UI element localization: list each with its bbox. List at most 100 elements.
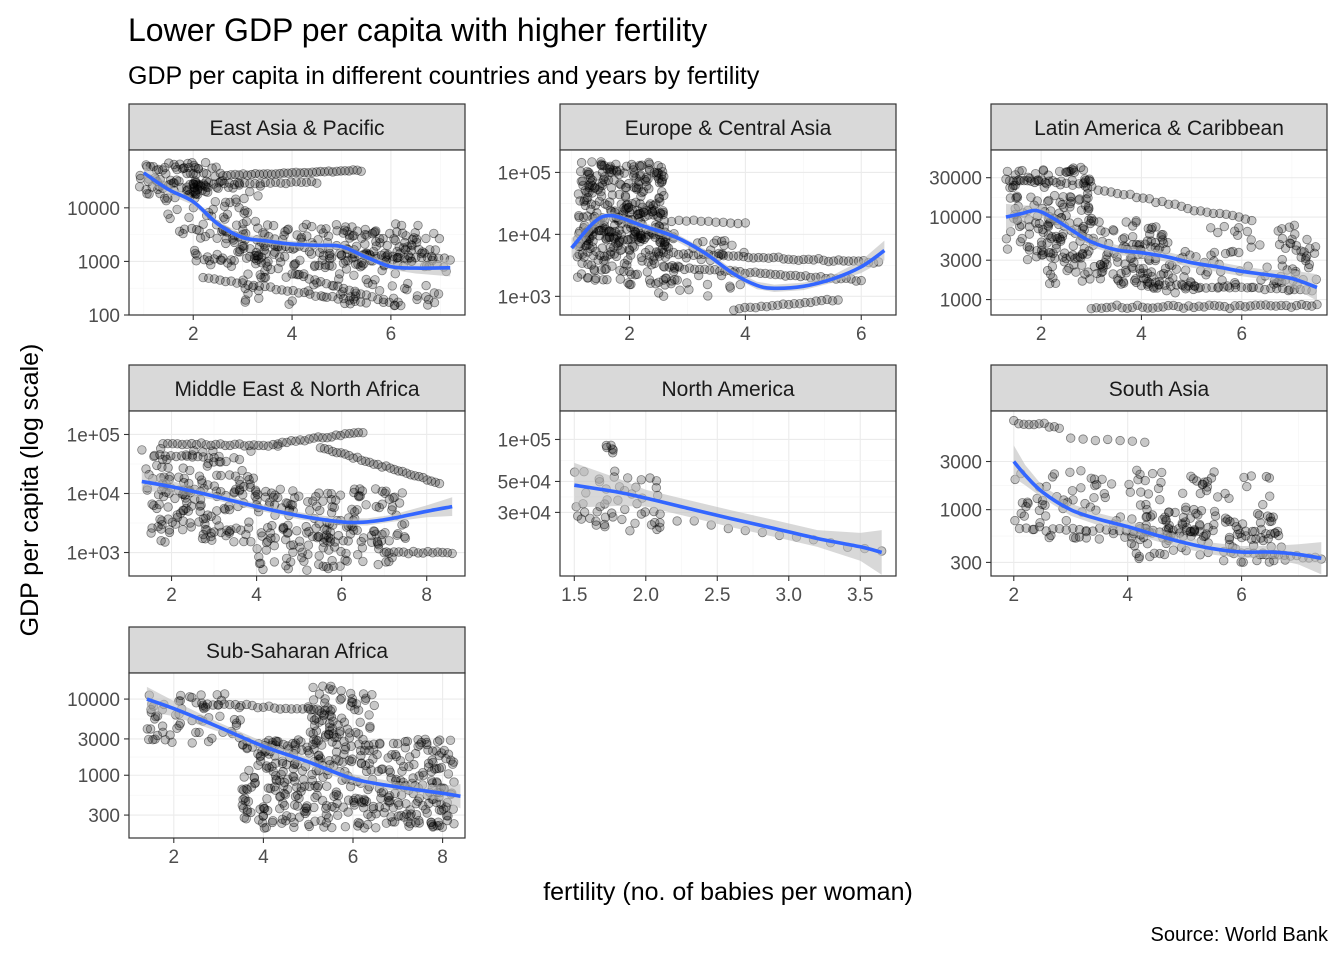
- scatter-point: [1189, 281, 1200, 291]
- scatter-point: [1129, 541, 1140, 551]
- scatter-point: [638, 207, 649, 217]
- scatter-point: [605, 161, 616, 172]
- scatter-point: [626, 234, 636, 244]
- scatter-point: [360, 239, 370, 249]
- scatter-point: [423, 300, 433, 310]
- scatter-point: [1038, 247, 1049, 257]
- scatter-point: [608, 165, 619, 175]
- scatter-point: [212, 233, 222, 244]
- scatter-point: [298, 222, 308, 233]
- scatter-point: [237, 465, 247, 476]
- scatter-point: [1083, 202, 1094, 212]
- scatter-point: [612, 230, 623, 240]
- scatter-point: [366, 765, 376, 775]
- scatter-point: [149, 450, 160, 461]
- scatter-point: [175, 718, 186, 729]
- scatter-point: [286, 436, 297, 446]
- scatter-point: [1207, 282, 1217, 293]
- scatter-point: [200, 519, 210, 529]
- scatter-point: [615, 274, 626, 284]
- scatter-point: [220, 276, 231, 287]
- scatter-point: [328, 716, 338, 726]
- scatter-point: [216, 527, 226, 538]
- scatter-point: [141, 184, 151, 195]
- scatter-point: [1183, 301, 1194, 311]
- scatter-point: [302, 742, 312, 753]
- scatter-point: [182, 439, 192, 450]
- scatter-point: [373, 538, 383, 548]
- scatter-point: [1049, 190, 1060, 201]
- scatter-point: [322, 525, 332, 535]
- scatter-point: [593, 255, 603, 265]
- scatter-point: [336, 448, 346, 458]
- scatter-point: [1251, 534, 1261, 544]
- scatter-point: [1229, 517, 1240, 527]
- scatter-point: [292, 230, 302, 240]
- scatter-point: [388, 493, 398, 503]
- scatter-point: [343, 255, 353, 266]
- scatter-point: [1235, 528, 1245, 539]
- scatter-point: [174, 226, 185, 237]
- scatter-point: [1229, 226, 1240, 236]
- scatter-point: [283, 564, 294, 574]
- scatter-point: [286, 177, 296, 187]
- scatter-point: [163, 209, 173, 219]
- scatter-point: [347, 694, 358, 704]
- scatter-point: [315, 443, 326, 453]
- scatter-point: [1185, 513, 1196, 523]
- scatter-point: [1192, 476, 1202, 486]
- scatter-point: [1309, 248, 1320, 259]
- scatter-point: [291, 436, 301, 446]
- scatter-point: [406, 809, 416, 819]
- scatter-point: [1179, 272, 1189, 282]
- scatter-point: [711, 217, 721, 227]
- scatter-point: [210, 196, 221, 207]
- scatter-point: [606, 227, 617, 237]
- scatter-point: [1180, 246, 1190, 257]
- scatter-point: [312, 533, 322, 543]
- scatter-point: [318, 228, 328, 238]
- scatter-point: [388, 803, 398, 813]
- scatter-point: [1024, 419, 1034, 430]
- scatter-point: [261, 258, 271, 268]
- scatter-point: [638, 207, 649, 218]
- scatter-point: [312, 501, 322, 511]
- scatter-point: [376, 764, 387, 775]
- scatter-point: [653, 247, 664, 257]
- scatter-point: [368, 801, 379, 812]
- scatter-point: [177, 164, 188, 174]
- scatter-point: [187, 450, 198, 460]
- scatter-point: [688, 250, 699, 261]
- scatter-point: [170, 493, 180, 504]
- scatter-point: [624, 245, 635, 256]
- scatter-point: [354, 492, 364, 502]
- scatter-point: [142, 724, 153, 734]
- scatter-point: [608, 445, 618, 455]
- scatter-point: [576, 514, 587, 524]
- x-tick-label: 4: [1136, 324, 1147, 345]
- scatter-point: [344, 450, 354, 461]
- scatter-point: [1068, 241, 1079, 251]
- x-tick-label: 2: [169, 847, 180, 868]
- scatter-point: [694, 270, 704, 281]
- scatter-point: [718, 250, 729, 261]
- scatter-point: [670, 275, 680, 285]
- scatter-point: [1108, 225, 1118, 235]
- scatter-point: [279, 800, 290, 811]
- scatter-point: [644, 183, 654, 194]
- scatter-point: [267, 169, 277, 179]
- scatter-point: [221, 456, 231, 467]
- scatter-point: [183, 506, 194, 516]
- scatter-point: [640, 174, 650, 185]
- scatter-point: [1118, 277, 1129, 287]
- scatter-point: [256, 751, 266, 761]
- scatter-point: [208, 457, 219, 467]
- scatter-point: [316, 277, 326, 287]
- scatter-point: [275, 804, 285, 814]
- scatter-point: [609, 175, 619, 185]
- scatter-point: [208, 204, 218, 215]
- scatter-point: [368, 804, 379, 814]
- scatter-point: [628, 170, 639, 181]
- scatter-point: [402, 242, 413, 252]
- scatter-point: [1233, 524, 1243, 535]
